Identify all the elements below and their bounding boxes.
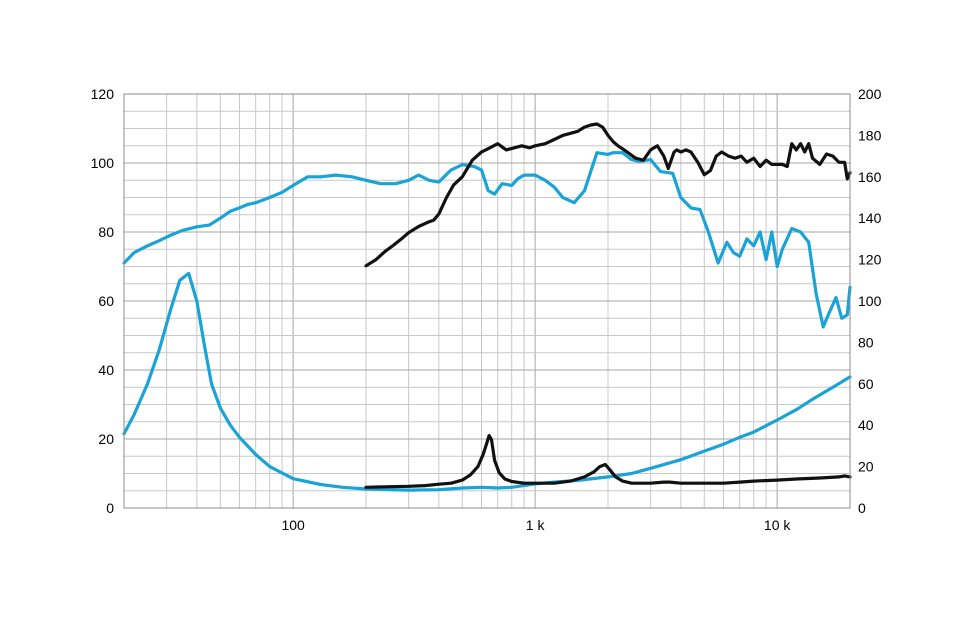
left-y-tick-label: 120: [91, 86, 115, 102]
right-y-tick-label: 160: [858, 169, 882, 185]
x-tick-label: 100: [281, 517, 305, 533]
right-y-tick-label: 20: [858, 459, 874, 475]
left-y-tick-label: 60: [98, 293, 114, 309]
left-y-tick-label: 80: [98, 224, 114, 240]
left-y-axis-tick-labels: 0 20 40 60 80 100 120: [91, 86, 115, 516]
right-y-tick-label: 180: [858, 127, 882, 143]
plot-frame: [123, 93, 851, 509]
right-y-tick-label: 200: [858, 86, 882, 102]
x-tick-label: 10 k: [764, 517, 791, 533]
right-y-tick-label: 120: [858, 252, 882, 268]
right-y-tick-label: 80: [858, 334, 874, 350]
right-y-tick-label: 100: [858, 293, 882, 309]
right-y-tick-label: 40: [858, 417, 874, 433]
right-y-axis-tick-labels: 0 20 40 60 80 100 120 140 160 180 200: [858, 86, 882, 516]
right-y-tick-label: 0: [858, 500, 866, 516]
series-lines: [122, 122, 852, 492]
left-y-tick-label: 40: [98, 362, 114, 378]
left-y-tick-label: 0: [106, 500, 114, 516]
series-line-4-black: [364, 434, 852, 489]
x-axis-tick-labels: 100 1 k 10 k: [281, 517, 791, 533]
left-y-tick-label: 20: [98, 431, 114, 447]
right-y-tick-label: 60: [858, 376, 874, 392]
left-y-tick-label: 100: [91, 155, 115, 171]
series-line-2-blue: [122, 271, 852, 492]
x-tick-label: 1 k: [526, 517, 546, 533]
right-y-tick-label: 140: [858, 210, 882, 226]
series-line-1-blue: [122, 151, 852, 329]
series-line-3-black: [364, 122, 852, 268]
